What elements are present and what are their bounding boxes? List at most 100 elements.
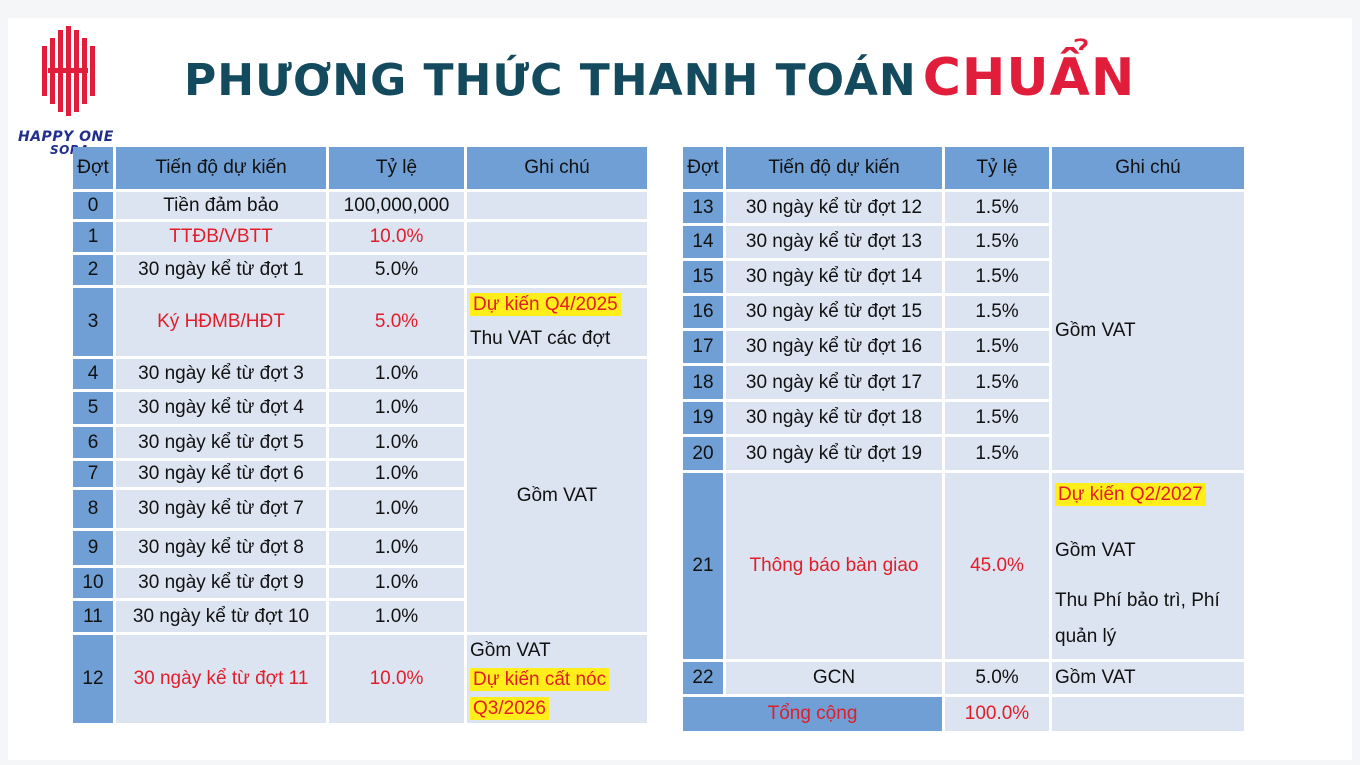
dot-cell: 7 xyxy=(73,461,113,487)
tiendo-cell: 30 ngày kể từ đợt 9 xyxy=(116,568,326,598)
table-row: 5 30 ngày kể từ đợt 4 1.0% xyxy=(73,392,647,424)
table-row: 4 30 ngày kể từ đợt 3 1.0% Gồm VAT xyxy=(73,359,647,632)
tyle-cell: 1.0% xyxy=(329,359,464,389)
header-tiendo: Tiến độ dự kiến xyxy=(116,147,326,189)
dot-cell: 4 xyxy=(73,359,113,389)
note-cell: Dự kiến Q4/2025 Thu VAT các đợt xyxy=(467,288,647,356)
tyle-cell: 100,000,000 xyxy=(329,192,464,219)
tiendo-cell: Thông báo bàn giao xyxy=(726,473,942,659)
table-row: 19 30 ngày kể từ đợt 18 1.5% xyxy=(683,402,1244,434)
tiendo-cell: 30 ngày kể từ đợt 3 xyxy=(116,359,326,389)
dot-cell: 13 xyxy=(683,192,723,223)
note-cell: Gồm VAT xyxy=(1052,662,1244,694)
header-ghichu: Ghi chú xyxy=(467,147,647,189)
table-header-row: Đợt Tiến độ dự kiến Tỷ lệ Ghi chú xyxy=(683,147,1244,189)
note-cell-merged: Gồm VAT xyxy=(467,359,647,632)
dot-cell: 6 xyxy=(73,427,113,458)
note-cell: Dự kiến Q2/2027 Gồm VAT Thu Phí bảo trì,… xyxy=(1052,473,1244,659)
table-row: 6 30 ngày kể từ đợt 5 1.0% xyxy=(73,427,647,458)
note-cell: Gồm VAT Dự kiến cất nóc Q3/2026 xyxy=(467,635,647,723)
table-row: 20 30 ngày kể từ đợt 19 1.5% xyxy=(683,437,1244,470)
note-text: Gồm VAT xyxy=(470,639,551,661)
dot-cell: 0 xyxy=(73,192,113,219)
header-dot: Đợt xyxy=(683,147,723,189)
note-cell xyxy=(467,255,647,285)
tiendo-cell: 30 ngày kể từ đợt 6 xyxy=(116,461,326,487)
dot-cell: 17 xyxy=(683,331,723,363)
tyle-cell: 1.5% xyxy=(945,296,1049,328)
dot-cell: 10 xyxy=(73,568,113,598)
header-tyle: Tỷ lệ xyxy=(945,147,1049,189)
tyle-cell: 10.0% xyxy=(329,222,464,252)
dot-cell: 9 xyxy=(73,531,113,565)
tyle-cell: 1.0% xyxy=(329,601,464,632)
dot-cell: 22 xyxy=(683,662,723,694)
tiendo-cell: 30 ngày kể từ đợt 11 xyxy=(116,635,326,723)
tyle-cell: 1.5% xyxy=(945,437,1049,470)
tyle-cell: 1.0% xyxy=(329,568,464,598)
tyle-cell: 1.0% xyxy=(329,531,464,565)
tiendo-cell: 30 ngày kể từ đợt 16 xyxy=(726,331,942,363)
header-tiendo: Tiến độ dự kiến xyxy=(726,147,942,189)
note-text: Thu VAT các đợt xyxy=(470,328,611,349)
title-main: PHƯƠNG THỨC THANH TOÁN xyxy=(184,55,917,106)
tyle-cell: 1.0% xyxy=(329,392,464,424)
table-row: 13 30 ngày kể từ đợt 12 1.5% Gồm VAT xyxy=(683,192,1244,470)
table-row: 12 30 ngày kể từ đợt 11 10.0% Gồm VAT Dự… xyxy=(73,635,647,723)
dot-cell: 14 xyxy=(683,226,723,258)
note-text: Thu Phí bảo trì, Phí xyxy=(1055,590,1220,611)
tiendo-cell: 30 ngày kể từ đợt 5 xyxy=(116,427,326,458)
tyle-cell: 5.0% xyxy=(329,288,464,356)
note-highlight: Dự kiến Q4/2025 xyxy=(470,293,621,316)
tiendo-cell: GCN xyxy=(726,662,942,694)
tiendo-cell: 30 ngày kể từ đợt 4 xyxy=(116,392,326,424)
note-cell-merged: Gồm VAT xyxy=(1052,192,1244,470)
table-row: 2 30 ngày kể từ đợt 1 5.0% xyxy=(73,255,647,285)
tiendo-cell: Tiền đảm bảo xyxy=(116,192,326,219)
table-row: 22 GCN 5.0% Gồm VAT xyxy=(683,662,1244,694)
table-row: 3 Ký HĐMB/HĐT 5.0% Dự kiến Q4/2025 Thu V… xyxy=(73,288,647,356)
table-row: 0 Tiền đảm bảo 100,000,000 xyxy=(73,192,647,219)
table-row: 16 30 ngày kể từ đợt 15 1.5% xyxy=(683,296,1244,328)
tiendo-cell: Ký HĐMB/HĐT xyxy=(116,288,326,356)
dot-cell: 18 xyxy=(683,366,723,399)
note-cell xyxy=(467,222,647,252)
table-row: 8 30 ngày kể từ đợt 7 1.0% xyxy=(73,490,647,528)
tyle-cell: 1.5% xyxy=(945,192,1049,223)
tiendo-cell: 30 ngày kể từ đợt 15 xyxy=(726,296,942,328)
payment-table-right: Đợt Tiến độ dự kiến Tỷ lệ Ghi chú 13 30 … xyxy=(680,144,1247,734)
note-highlight: Dự kiến cất nóc xyxy=(470,667,610,691)
note-text: Gồm VAT xyxy=(1055,540,1136,561)
dot-cell: 5 xyxy=(73,392,113,424)
header-ghichu: Ghi chú xyxy=(1052,147,1244,189)
tyle-cell: 1.5% xyxy=(945,331,1049,363)
header-dot: Đợt xyxy=(73,147,113,189)
tiendo-cell: 30 ngày kể từ đợt 14 xyxy=(726,261,942,293)
tyle-cell: 5.0% xyxy=(329,255,464,285)
tyle-cell: 1.5% xyxy=(945,366,1049,399)
note-text: quản lý xyxy=(1055,626,1117,647)
note-highlight: Q3/2026 xyxy=(470,696,549,720)
note-cell xyxy=(1052,697,1244,731)
dot-cell: 11 xyxy=(73,601,113,632)
dot-cell: 16 xyxy=(683,296,723,328)
tiendo-cell: 30 ngày kể từ đợt 12 xyxy=(726,192,942,223)
tyle-cell: 45.0% xyxy=(945,473,1049,659)
title-accent: CHUẨN xyxy=(922,48,1136,108)
tyle-cell: 1.0% xyxy=(329,490,464,528)
dot-cell: 1 xyxy=(73,222,113,252)
tyle-cell: 5.0% xyxy=(945,662,1049,694)
tiendo-cell: 30 ngày kể từ đợt 17 xyxy=(726,366,942,399)
tyle-cell: 1.5% xyxy=(945,261,1049,293)
header-tyle: Tỷ lệ xyxy=(329,147,464,189)
tiendo-cell: TTĐB/VBTT xyxy=(116,222,326,252)
table-row: 17 30 ngày kể từ đợt 16 1.5% xyxy=(683,331,1244,363)
dot-cell: 15 xyxy=(683,261,723,293)
tiendo-cell: 30 ngày kể từ đợt 18 xyxy=(726,402,942,434)
dot-cell: 19 xyxy=(683,402,723,434)
tyle-cell: 1.5% xyxy=(945,226,1049,258)
tiendo-cell: 30 ngày kể từ đợt 8 xyxy=(116,531,326,565)
tiendo-cell: 30 ngày kể từ đợt 1 xyxy=(116,255,326,285)
dot-cell: 3 xyxy=(73,288,113,356)
dot-cell: 21 xyxy=(683,473,723,659)
